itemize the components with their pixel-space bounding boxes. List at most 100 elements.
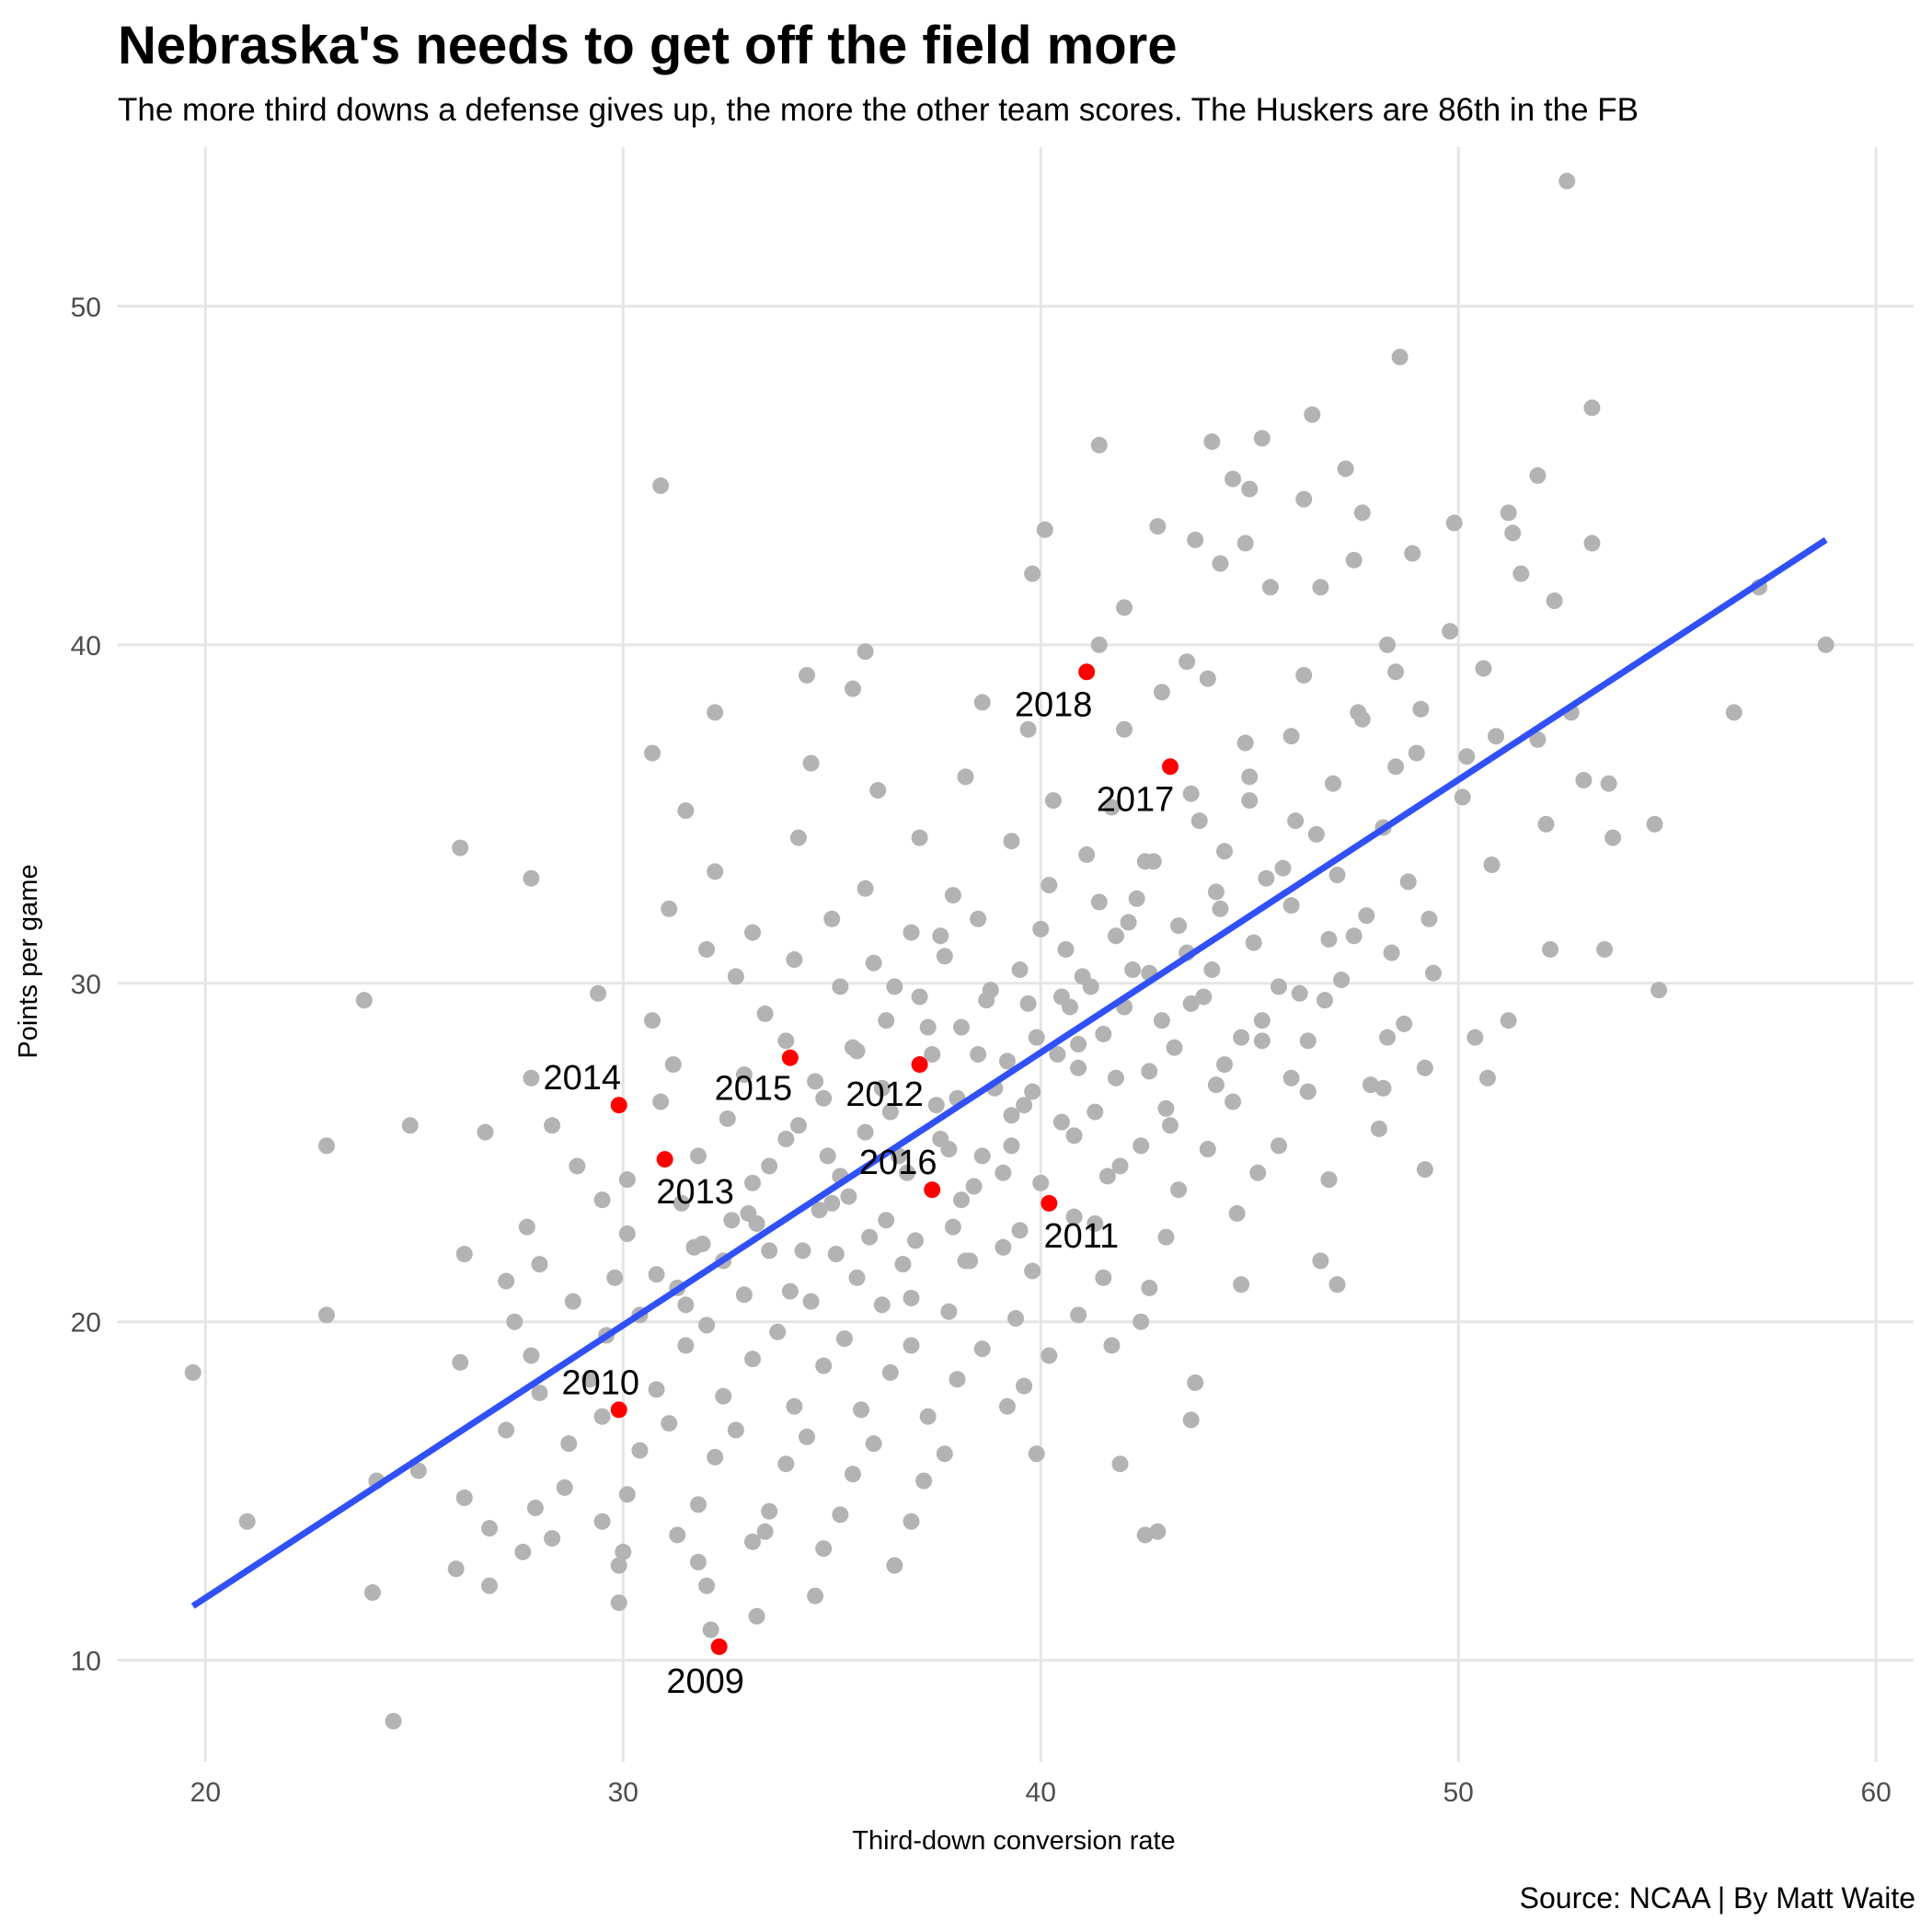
chart-title: Nebraska's needs to get off the field mo…: [118, 16, 1178, 75]
data-point: [1062, 998, 1079, 1016]
data-point: [1133, 1313, 1150, 1330]
data-point: [1249, 1164, 1267, 1181]
data-point: [853, 1401, 870, 1419]
data-point: [1575, 772, 1593, 789]
data-point: [995, 1238, 1012, 1256]
data-point: [1270, 978, 1287, 995]
data-point: [1225, 470, 1242, 488]
data-point: [1019, 995, 1037, 1012]
data-point: [1546, 592, 1563, 610]
data-point: [1387, 758, 1405, 776]
data-point: [452, 839, 469, 857]
data-point: [744, 1174, 762, 1191]
data-point: [857, 643, 874, 661]
x-axis-title: Third-down conversion rate: [852, 1826, 1175, 1856]
data-point: [363, 1584, 381, 1602]
y-tick-label: 20: [71, 1308, 101, 1339]
data-point: [661, 1415, 678, 1432]
data-point: [1090, 436, 1108, 454]
data-point: [544, 1530, 561, 1547]
data-point: [735, 1066, 753, 1084]
data-point: [1111, 1455, 1129, 1473]
data-point: [648, 1381, 665, 1398]
data-point: [1529, 730, 1547, 748]
data-point: [802, 1293, 820, 1310]
data-point: [1082, 978, 1099, 995]
data-point: [1136, 853, 1154, 870]
data-point: [924, 1046, 941, 1064]
data-point: [698, 1577, 716, 1594]
data-point: [1325, 775, 1342, 792]
data-point: [1157, 1099, 1175, 1117]
data-point: [903, 1337, 920, 1354]
data-point: [477, 1123, 494, 1141]
data-point: [1466, 1029, 1484, 1046]
data-point: [1149, 518, 1167, 535]
data-point: [936, 948, 953, 965]
data-point: [1111, 1157, 1129, 1175]
data-point: [1258, 869, 1275, 887]
chart-caption: Source: NCAA | By Matt Waite: [1519, 1881, 1915, 1915]
data-point: [544, 1117, 561, 1134]
data-point: [1282, 728, 1300, 745]
data-point: [1261, 579, 1279, 596]
data-point: [973, 694, 991, 711]
data-point: [1542, 940, 1559, 958]
data-point: [1024, 1262, 1041, 1280]
data-point: [1153, 1012, 1170, 1029]
data-point: [652, 1093, 670, 1110]
data-point: [455, 1246, 473, 1263]
data-point: [1065, 1208, 1083, 1225]
y-tick-label: 50: [71, 293, 101, 323]
data-point: [1370, 1120, 1387, 1137]
data-point: [1041, 877, 1058, 894]
data-point: [1374, 1079, 1392, 1097]
x-tick-label: 20: [190, 1777, 221, 1808]
data-point: [1312, 1252, 1329, 1270]
data-point: [631, 1442, 649, 1459]
x-axis-ticks: 20 30 40 50 60: [190, 1777, 1892, 1808]
data-point: [401, 1117, 419, 1134]
data-point: [664, 1056, 682, 1074]
data-point: [1442, 623, 1459, 640]
data-point: [661, 900, 678, 917]
data-point: [1225, 1093, 1242, 1110]
data-point: [1195, 988, 1213, 1006]
data-point: [1600, 775, 1617, 792]
x-tick-label: 30: [608, 1777, 638, 1808]
data-point: [1199, 1141, 1216, 1158]
highlight-label-2013: 2013: [656, 1173, 734, 1212]
data-point: [1133, 1137, 1150, 1155]
data-point: [1236, 734, 1254, 752]
data-point: [802, 754, 820, 772]
data-point: [698, 940, 716, 958]
data-point: [1241, 792, 1259, 810]
data-point: [789, 829, 807, 846]
data-point: [1187, 531, 1204, 548]
data-point: [1095, 1025, 1112, 1042]
data-point: [881, 1363, 899, 1381]
data-point: [1604, 829, 1622, 846]
highlight-point-2018: [1078, 663, 1096, 681]
data-point: [1016, 1377, 1033, 1395]
data-point: [1412, 700, 1430, 718]
data-point: [932, 927, 949, 945]
data-point: [1032, 920, 1050, 937]
data-point: [1141, 1279, 1158, 1296]
data-point: [1445, 514, 1463, 532]
data-point: [560, 1435, 578, 1453]
data-point: [1215, 843, 1233, 860]
data-point: [707, 863, 724, 880]
data-point: [1387, 663, 1405, 681]
data-point: [1057, 940, 1075, 958]
data-point: [998, 1052, 1016, 1070]
data-point: [1282, 897, 1300, 914]
data-point: [878, 1012, 895, 1029]
highlight-point-2012: [911, 1056, 928, 1074]
data-point: [1299, 1083, 1317, 1100]
data-point: [531, 1256, 548, 1273]
data-point: [1007, 1310, 1024, 1328]
data-point: [786, 1397, 803, 1415]
data-point: [1404, 545, 1421, 562]
